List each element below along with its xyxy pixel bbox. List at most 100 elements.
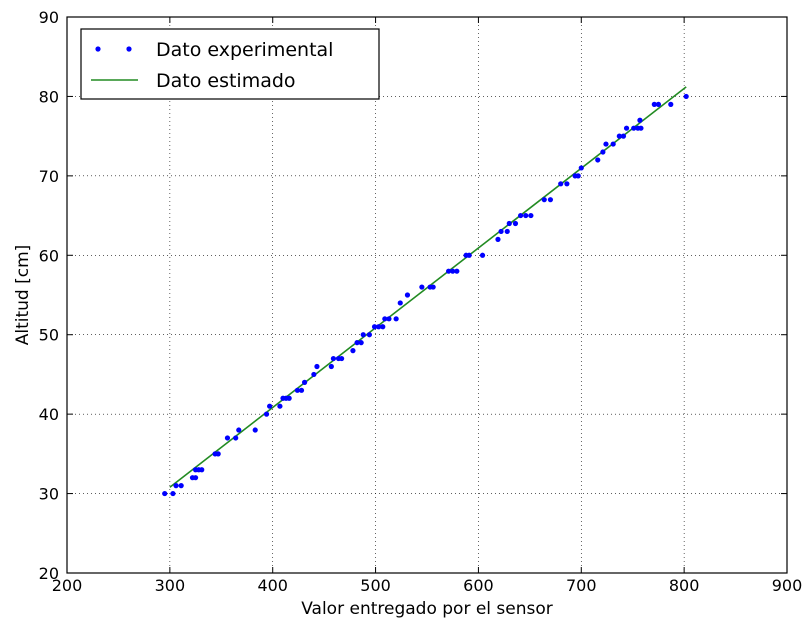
experimental-point bbox=[286, 395, 292, 401]
experimental-point bbox=[454, 268, 460, 274]
experimental-point bbox=[518, 212, 524, 219]
experimental-point bbox=[547, 197, 554, 203]
axis-ticks: 200 300 400 500 600 700 800 900 20 30 40 50 60 70 80 90 bbox=[39, 8, 803, 595]
experimental-point bbox=[302, 379, 308, 385]
experimental-point bbox=[523, 212, 529, 219]
experimental-point bbox=[224, 435, 231, 441]
experimental-point bbox=[495, 236, 501, 242]
experimental-point bbox=[330, 355, 336, 362]
experimental-point bbox=[595, 157, 601, 163]
experimental-point bbox=[479, 252, 486, 258]
y-tick-label: 70 bbox=[39, 167, 59, 186]
experimental-point bbox=[178, 483, 184, 489]
y-tick-label: 30 bbox=[39, 485, 59, 504]
experimental-point bbox=[366, 332, 372, 338]
plot-area-frame bbox=[66, 16, 788, 574]
experimental-point bbox=[620, 133, 627, 139]
y-tick-label: 80 bbox=[39, 87, 59, 106]
experimental-point bbox=[683, 93, 689, 100]
experimental-point bbox=[339, 355, 345, 362]
experimental-point bbox=[528, 212, 534, 219]
x-tick-label: 500 bbox=[360, 576, 391, 595]
experimental-point bbox=[267, 403, 273, 409]
experimental-point bbox=[603, 141, 609, 147]
experimental-point bbox=[360, 332, 366, 338]
x-tick-label: 600 bbox=[463, 576, 494, 595]
experimental-point bbox=[311, 371, 317, 378]
experimental-point bbox=[236, 427, 242, 433]
experimental-point bbox=[466, 252, 472, 258]
y-tick-label: 90 bbox=[39, 8, 59, 27]
experimental-point bbox=[170, 490, 176, 497]
experimental-point bbox=[638, 125, 644, 131]
y-axis-label: Altitud [cm] bbox=[13, 245, 33, 346]
experimental-point bbox=[386, 316, 392, 322]
experimental-point bbox=[498, 228, 504, 235]
legend-marker-dot bbox=[126, 46, 132, 52]
x-axis-label: Valor entregado por el sensor bbox=[301, 599, 553, 619]
experimental-point bbox=[294, 387, 300, 393]
legend-marker-dot bbox=[95, 46, 101, 52]
experimental-point bbox=[504, 228, 510, 235]
legend-box bbox=[80, 28, 380, 100]
legend-symbol-experimental bbox=[95, 46, 132, 52]
experimental-point bbox=[578, 165, 584, 171]
experimental-point bbox=[668, 101, 674, 107]
y-tick-label: 50 bbox=[39, 326, 59, 345]
experimental-point bbox=[397, 300, 403, 306]
legend-label-estimated: Dato estimado bbox=[156, 70, 296, 92]
experimental-point bbox=[371, 324, 378, 330]
experimental-point bbox=[376, 324, 382, 330]
experimental-point bbox=[173, 483, 179, 489]
experimental-point bbox=[233, 435, 239, 441]
experimental-point bbox=[354, 340, 360, 346]
experimental-point bbox=[512, 220, 519, 227]
x-tick-label: 900 bbox=[772, 576, 803, 595]
experimental-point bbox=[350, 348, 356, 354]
x-tick-label: 700 bbox=[566, 576, 597, 595]
experimental-point bbox=[393, 316, 399, 322]
experimental-point bbox=[610, 141, 616, 147]
experimental-point bbox=[419, 284, 425, 290]
x-tick-label: 400 bbox=[257, 576, 288, 595]
experimental-point bbox=[328, 363, 334, 370]
experimental-point bbox=[623, 125, 630, 131]
experimental-points-layer bbox=[162, 93, 689, 497]
experimental-point bbox=[655, 101, 662, 107]
experimental-point bbox=[298, 387, 305, 393]
experimental-point bbox=[215, 451, 221, 457]
legend: Dato experimental Dato estimado bbox=[80, 28, 380, 100]
experimental-point bbox=[358, 340, 364, 346]
x-tick-label: 800 bbox=[669, 576, 700, 595]
experimental-point bbox=[564, 181, 570, 187]
x-tick-label: 200 bbox=[52, 576, 83, 595]
experimental-point bbox=[314, 363, 320, 370]
experimental-point bbox=[558, 181, 564, 187]
experimental-point bbox=[446, 268, 452, 274]
experimental-point bbox=[277, 403, 283, 409]
legend-label-experimental: Dato experimental bbox=[156, 39, 333, 61]
experimental-point bbox=[575, 173, 581, 179]
experimental-point bbox=[506, 220, 512, 227]
experimental-point bbox=[631, 125, 637, 131]
y-tick-label: 60 bbox=[39, 246, 59, 265]
experimental-point bbox=[616, 133, 622, 139]
experimental-point bbox=[199, 467, 205, 473]
experimental-point bbox=[450, 268, 456, 274]
experimental-point bbox=[404, 292, 411, 298]
x-tick-label: 300 bbox=[155, 576, 186, 595]
experimental-point bbox=[541, 197, 547, 203]
experimental-point bbox=[263, 411, 270, 417]
y-tick-label: 40 bbox=[39, 405, 59, 424]
experimental-point bbox=[192, 475, 199, 481]
experimental-point bbox=[252, 427, 258, 433]
experimental-point bbox=[600, 149, 606, 155]
experimental-point bbox=[162, 490, 168, 497]
experimental-point bbox=[380, 324, 386, 330]
experimental-point bbox=[382, 316, 388, 322]
experimental-point bbox=[430, 284, 436, 290]
y-tick-label: 20 bbox=[39, 564, 59, 583]
experimental-point bbox=[651, 101, 657, 107]
experimental-point bbox=[637, 117, 643, 123]
